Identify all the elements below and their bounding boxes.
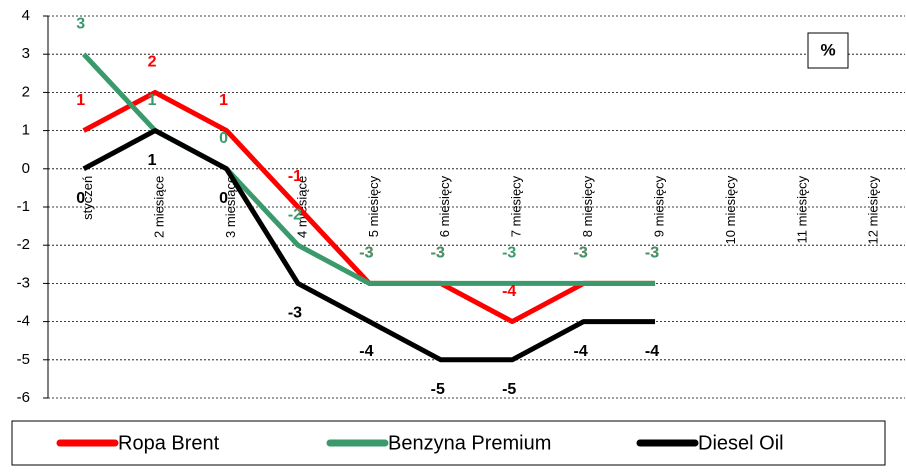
data-label: -3 — [359, 245, 373, 262]
data-label: -2 — [288, 206, 302, 223]
data-label: -3 — [645, 245, 659, 262]
y-tick-label: 2 — [22, 83, 30, 100]
data-label: -4 — [502, 283, 516, 300]
data-label: 1 — [219, 92, 228, 109]
data-label: -4 — [574, 343, 588, 360]
legend-label: Diesel Oil — [698, 432, 784, 454]
y-tick-label: -4 — [17, 313, 30, 330]
data-label: -3 — [574, 245, 588, 262]
y-tick-label: -2 — [17, 236, 30, 253]
y-tick-label: -6 — [17, 389, 30, 406]
y-tick-label: -3 — [17, 274, 30, 291]
data-label: -3 — [502, 245, 516, 262]
y-tick-label: 3 — [22, 45, 30, 62]
x-tick-label: 5 miesięcy — [366, 175, 381, 237]
data-label: 0 — [219, 130, 228, 147]
x-tick-label: 2 miesiące — [152, 176, 167, 238]
data-label: 1 — [148, 152, 157, 169]
x-tick-label: 4 miesiące — [294, 176, 309, 238]
data-label: 1 — [148, 92, 157, 109]
unit-label: % — [820, 40, 835, 59]
x-tick-label: 3 miesiące — [223, 176, 238, 238]
y-tick-label: 4 — [22, 7, 30, 24]
x-tick-label: styczeń — [80, 176, 95, 220]
legend-label: Ropa Brent — [118, 432, 220, 454]
data-label: -3 — [574, 245, 588, 262]
data-label: 1 — [76, 92, 85, 109]
x-tick-label: 11 miesięcy — [794, 175, 809, 243]
data-label: -4 — [645, 343, 659, 360]
data-label: -3 — [645, 245, 659, 262]
data-label: -3 — [288, 305, 302, 322]
data-label: 3 — [76, 15, 85, 32]
y-tick-label: -5 — [17, 351, 30, 368]
unit-box — [807, 32, 849, 69]
x-tick-label: 9 miesięcy — [651, 175, 666, 237]
legend-box — [11, 420, 886, 466]
x-tick-label: 6 miesięcy — [437, 175, 452, 237]
x-tick-label: 12 miesięcy — [866, 175, 881, 244]
y-tick-label: -1 — [17, 198, 30, 215]
legend-label: Benzyna Premium — [388, 432, 551, 454]
data-label: 2 — [148, 54, 157, 71]
x-tick-label: 8 miesięcy — [580, 175, 595, 237]
data-label: -5 — [431, 381, 445, 398]
y-tick-label: 1 — [22, 122, 30, 139]
data-label: -3 — [431, 245, 445, 262]
data-label: -5 — [502, 381, 516, 398]
data-label: 0 — [219, 190, 228, 207]
x-tick-label: 10 miesięcy — [723, 175, 738, 244]
x-tick-label: 7 miesięcy — [509, 175, 524, 237]
data-label: -4 — [359, 343, 373, 360]
data-label: -3 — [359, 245, 373, 262]
data-label: -3 — [431, 245, 445, 262]
data-label: 0 — [76, 190, 85, 207]
data-label: -1 — [288, 168, 302, 185]
y-tick-label: 0 — [22, 160, 30, 177]
series-line — [82, 128, 656, 363]
